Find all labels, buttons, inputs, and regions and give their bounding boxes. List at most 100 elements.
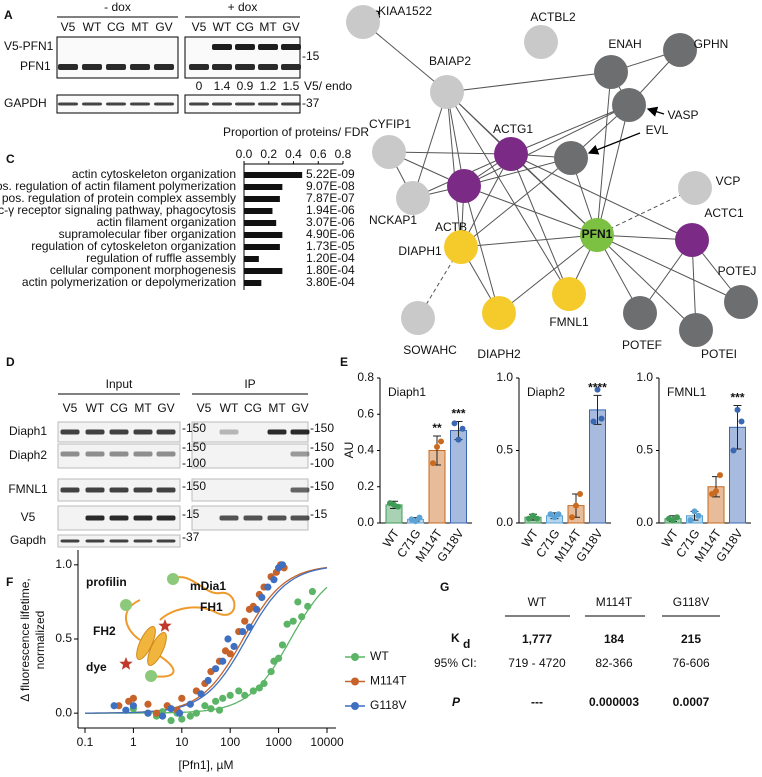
band (267, 515, 287, 521)
band (235, 44, 255, 50)
row-label: Gapdh (10, 533, 46, 547)
lane-label: MT (259, 20, 277, 34)
panel-label: G (440, 580, 449, 594)
band (130, 102, 150, 106)
table-value: 184 (604, 632, 624, 646)
replicate-dot (455, 436, 462, 443)
category-label: pos. regulation of actin filament polyme… (0, 179, 236, 193)
band (109, 429, 129, 435)
lane-label: MT (268, 401, 286, 415)
data-point (224, 635, 232, 643)
data-point (144, 709, 152, 717)
network-edge (446, 71, 612, 93)
band (235, 64, 255, 70)
network-node (678, 171, 712, 205)
data-point (201, 702, 209, 710)
x-tick-label: 0.4 (285, 147, 302, 161)
lane-label: GV (157, 401, 174, 415)
band (133, 451, 153, 457)
annotation: profilin (86, 575, 127, 589)
x-tick-label: 0.8 (335, 147, 352, 161)
mw-marker: -100 (310, 456, 334, 470)
node-label: VASP (667, 108, 698, 122)
blot (56, 36, 179, 79)
profilin-icon (167, 573, 179, 585)
band (109, 451, 129, 457)
row-label: 95% CI: (434, 656, 477, 670)
replicate-dot (594, 386, 601, 393)
node-label: DIAPH1 (398, 244, 442, 258)
lane-label: CG (110, 401, 128, 415)
data-point (186, 700, 194, 708)
mw-marker: -150 (310, 440, 334, 454)
replicate-dot (430, 460, 436, 467)
mw-marker: -15 (310, 507, 328, 521)
node-label: KIAA1522 (378, 4, 432, 18)
x-tick-label: 0.0 (236, 147, 253, 161)
data-point (308, 587, 317, 596)
replicate-dot (434, 443, 440, 450)
node-label: CYFIP1 (369, 117, 411, 131)
category-label: pos. regulation of protein complex assem… (2, 191, 236, 205)
band (281, 44, 301, 50)
band (133, 487, 153, 493)
row-label-subscript: d (463, 637, 470, 651)
band (82, 102, 102, 106)
replicate-dot (687, 517, 694, 524)
network-node (552, 277, 586, 311)
category-label: supramolecular fiber organization (59, 227, 236, 241)
network-node (372, 135, 406, 169)
network-node (524, 25, 558, 59)
data-point (241, 617, 249, 625)
legend-marker (351, 702, 359, 710)
replicate-dot (451, 420, 458, 427)
table-value: 76-606 (672, 656, 710, 670)
annotation: dye (86, 660, 107, 674)
band (258, 44, 278, 50)
band (82, 64, 102, 70)
data-point (122, 706, 130, 714)
network-node (494, 137, 528, 171)
lane-label: MT (134, 401, 152, 415)
bar (244, 268, 283, 274)
network-node (444, 230, 478, 264)
panel-label: D (6, 355, 15, 369)
mw-marker: -37 (182, 530, 200, 544)
category-label: regulation of cytoskeleton organization (31, 239, 236, 253)
panel-label: C (6, 152, 15, 166)
band (243, 515, 263, 521)
replicate-dot (412, 518, 419, 525)
mw-marker: -37 (302, 96, 320, 110)
x-tick-label: 0.2 (260, 147, 277, 161)
y-tick-label: 0.0 (55, 705, 72, 719)
dye-star (119, 657, 133, 670)
band (156, 487, 176, 493)
data-point (144, 700, 152, 708)
table-value: 719 - 4720 (508, 656, 566, 670)
error-bar (593, 394, 602, 425)
network-edge (510, 153, 598, 236)
network-node (679, 313, 713, 347)
replicate-dot (577, 491, 583, 497)
replicate-dot (555, 511, 562, 518)
replicate-dot (730, 447, 737, 454)
column-header: M114T (596, 595, 633, 609)
data-point (167, 716, 175, 725)
network-edge (510, 153, 693, 241)
node-label: FMNL1 (549, 315, 589, 329)
y-tick-label: 0.5 (636, 443, 653, 457)
data-point (167, 705, 175, 713)
network-edge (362, 21, 448, 93)
replicate-dot (416, 514, 423, 521)
network-edge (460, 153, 512, 248)
column-header: WT (528, 595, 547, 609)
chart-title: Diaph2 (527, 385, 565, 399)
y-tick-label: 1.0 (636, 370, 653, 384)
network-edge (388, 151, 512, 155)
arrow (587, 132, 641, 155)
band (85, 515, 105, 521)
y-tick-label: 0.0 (357, 515, 374, 529)
lane-label: GV (282, 20, 299, 34)
replicate-dot (717, 472, 723, 479)
lane-label: WT (213, 20, 232, 34)
